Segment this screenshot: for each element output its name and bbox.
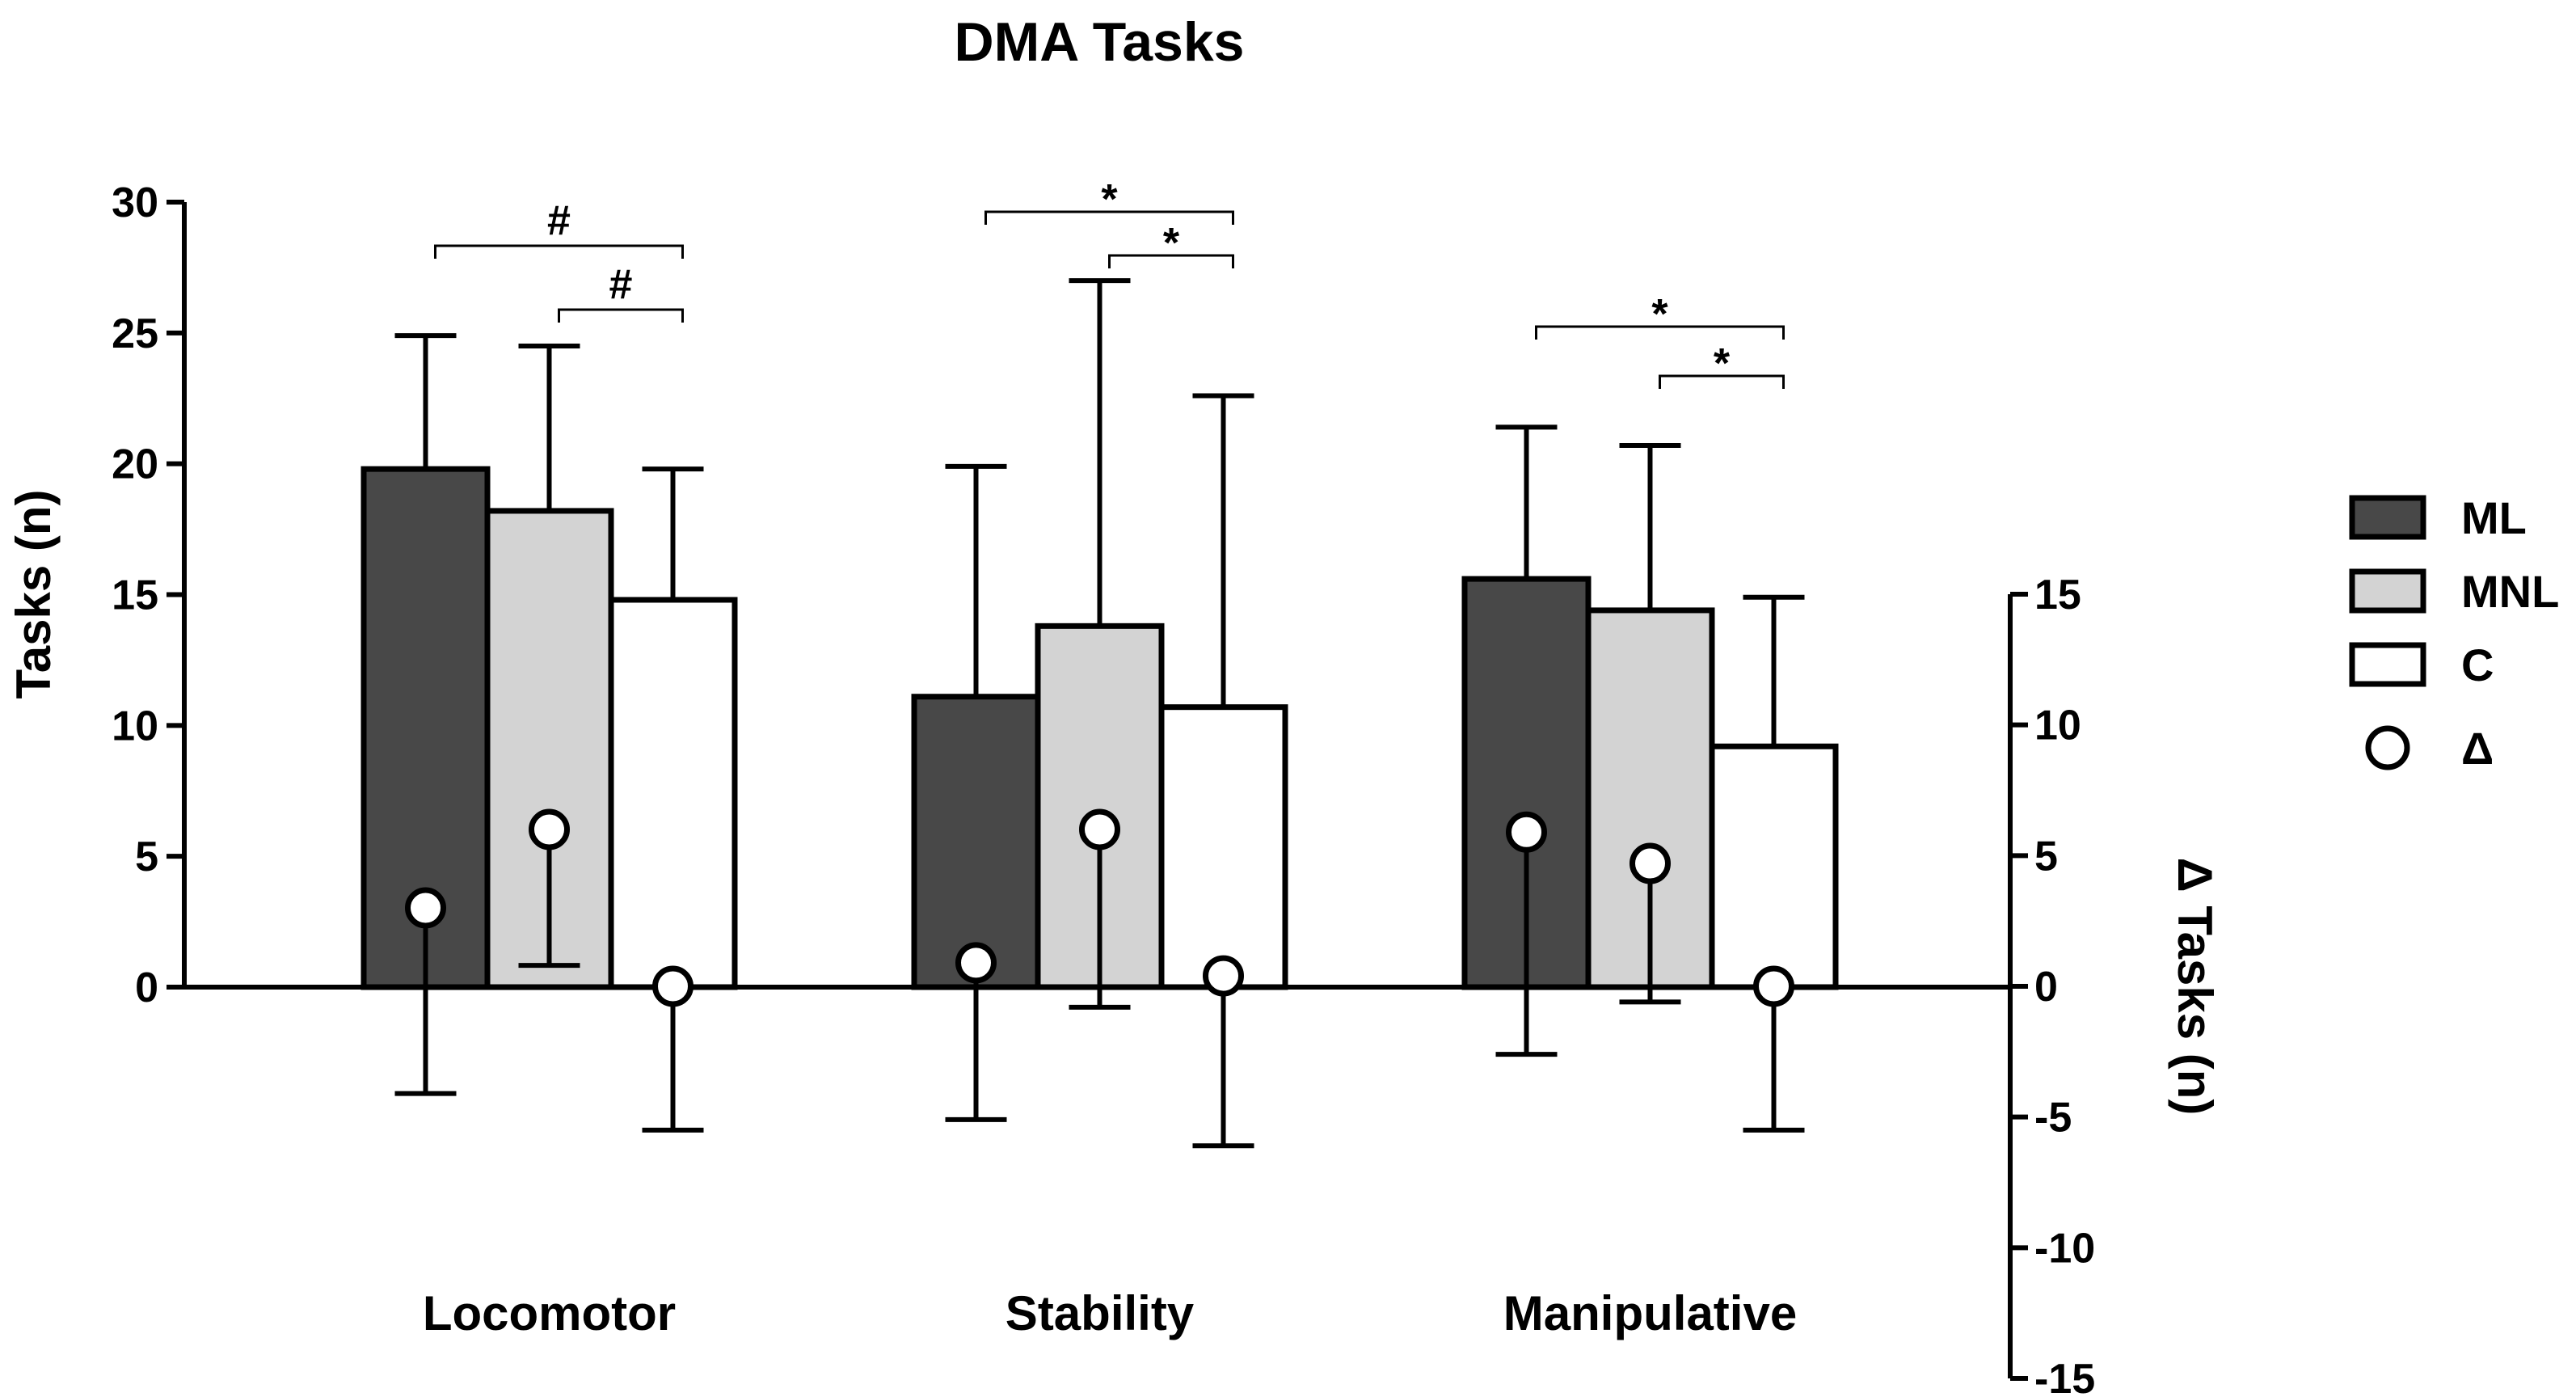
- delta-point-ml-manipulative: [1506, 811, 1547, 853]
- delta-point-mnl-manipulative: [1629, 842, 1671, 884]
- bar-ml-stability: [911, 694, 1041, 990]
- delta-point-ml-locomotor: [405, 887, 446, 929]
- y2-tick-label: 5: [2034, 833, 2058, 880]
- significance-bracket: [558, 308, 684, 323]
- significance-bracket: [1659, 374, 1785, 389]
- significance-marker: *: [1163, 220, 1180, 267]
- legend-label: MNL: [2461, 566, 2559, 617]
- y-axis-label: Tasks (n): [6, 490, 61, 699]
- significance-marker: #: [609, 261, 633, 308]
- delta-point-ml-stability: [955, 942, 997, 984]
- y-tick-label: 15: [112, 572, 158, 619]
- y2-tick-label: 0: [2034, 964, 2058, 1011]
- y2-tick-label: -15: [2034, 1356, 2095, 1397]
- significance-bracket: [1108, 254, 1234, 268]
- significance-bracket: [984, 210, 1234, 225]
- category-label: Manipulative: [1503, 1286, 1797, 1340]
- bar-c-locomotor: [608, 597, 738, 990]
- bar-c-manipulative: [1709, 743, 1839, 990]
- significance-marker: *: [1101, 176, 1118, 223]
- significance-bracket: [1535, 325, 1785, 340]
- y-tick-label: 30: [112, 179, 158, 226]
- y-tick-label: 10: [112, 703, 158, 749]
- y2-tick-label: -5: [2034, 1095, 2072, 1142]
- legend-label: C: [2461, 639, 2494, 690]
- y-tick-label: 0: [135, 964, 158, 1011]
- category-label: Locomotor: [423, 1286, 676, 1340]
- delta-point-c-stability: [1203, 955, 1244, 997]
- y-tick-label: 25: [112, 310, 158, 357]
- legend-swatch-c: [2349, 642, 2426, 687]
- bar-c-stability: [1158, 704, 1288, 990]
- y-tick-label: 5: [135, 834, 158, 880]
- significance-marker: *: [1651, 291, 1668, 338]
- y2-axis-label: Δ Tasks (n): [2168, 858, 2222, 1116]
- y2-tick-label: -10: [2034, 1225, 2095, 1272]
- significance-bracket: [434, 244, 684, 259]
- legend-swatch-ml: [2349, 495, 2426, 540]
- y2-tick-label: 15: [2034, 572, 2081, 618]
- y-tick-label: 20: [112, 441, 158, 488]
- legend-swatch-mnl: [2349, 568, 2426, 614]
- y2-tick-label: 10: [2034, 703, 2081, 749]
- delta-point-mnl-locomotor: [529, 808, 570, 850]
- legend-label: Δ: [2461, 723, 2494, 774]
- category-label: Stability: [1006, 1286, 1195, 1340]
- delta-point-c-locomotor: [652, 965, 694, 1007]
- legend-swatch-delta: [2365, 725, 2410, 770]
- legend-label: ML: [2461, 492, 2527, 543]
- chart-title: DMA Tasks: [955, 11, 1245, 73]
- delta-point-mnl-stability: [1079, 808, 1120, 850]
- significance-marker: *: [1714, 340, 1731, 387]
- delta-point-c-manipulative: [1753, 965, 1794, 1007]
- significance-marker: #: [547, 197, 571, 244]
